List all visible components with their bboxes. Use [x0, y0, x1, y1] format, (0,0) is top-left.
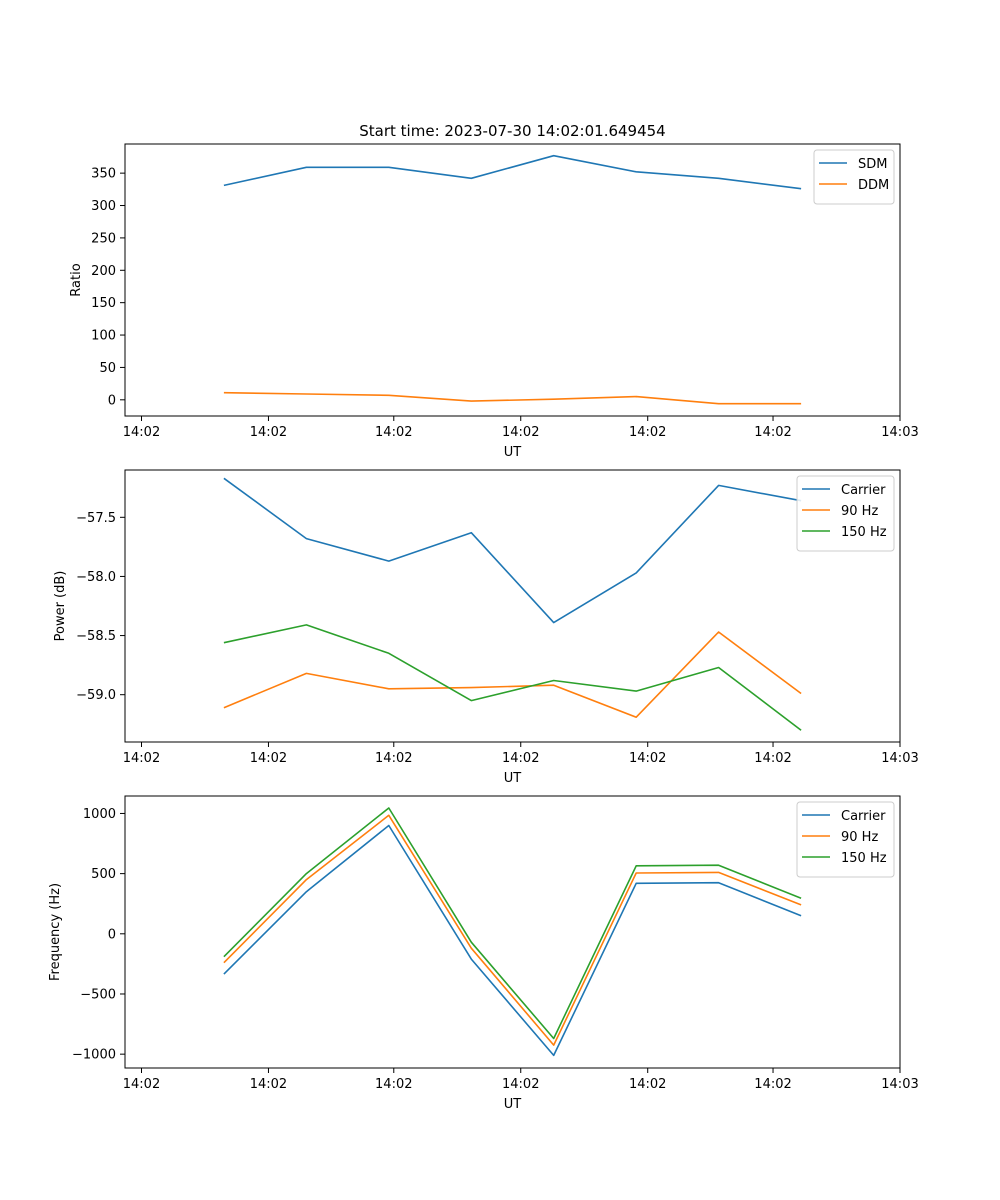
y-axis-label: Power (dB) [53, 571, 68, 642]
legend-label: Carrier [841, 809, 886, 824]
y-tick-label: −500 [80, 987, 116, 1002]
x-tick-label: 14:02 [123, 751, 160, 766]
y-tick-label: −58.5 [76, 629, 116, 644]
legend-label: 90 Hz [841, 830, 878, 845]
plot-frame [124, 143, 901, 417]
series-line-90-hz [223, 814, 802, 1046]
series-line-carrier [223, 477, 802, 624]
x-tick-label: 14:02 [250, 425, 287, 440]
x-tick-label: 14:02 [629, 425, 666, 440]
x-tick-label: 14:03 [881, 751, 918, 766]
legend-box [796, 475, 895, 552]
x-tick-label: 14:02 [502, 425, 539, 440]
figure-title: Start time: 2023-07-30 14:02:01.649454 [359, 122, 665, 140]
x-tick-label: 14:02 [502, 751, 539, 766]
y-tick-label: 0 [108, 393, 116, 408]
y-tick-label: −57.5 [76, 511, 116, 526]
y-tick-label: 150 [91, 296, 116, 311]
x-tick-label: 14:02 [754, 425, 791, 440]
legend-label: DDM [858, 178, 889, 193]
legend: Carrier 90 Hz 150 Hz [796, 475, 895, 552]
y-tick-label: 250 [91, 231, 116, 246]
y-tick-label: 0 [108, 927, 116, 942]
series-line-carrier [223, 824, 802, 1057]
y-tick-label: −1000 [72, 1048, 116, 1063]
y-tick-label: 300 [91, 199, 116, 214]
x-tick-label: 14:02 [123, 425, 160, 440]
legend-label: 150 Hz [841, 525, 887, 540]
legend-label: 90 Hz [841, 504, 878, 519]
x-tick-label: 14:02 [375, 751, 412, 766]
x-tick-label: 14:02 [754, 1077, 791, 1092]
series-line-150-hz [223, 807, 802, 1040]
plot-frame [124, 795, 901, 1069]
x-tick-label: 14:03 [881, 1077, 918, 1092]
x-axis-label: UT [504, 771, 522, 786]
y-tick-label: 500 [91, 867, 116, 882]
y-tick-label: 200 [91, 264, 116, 279]
y-tick-label: −58.0 [76, 570, 116, 585]
legend-label: 150 Hz [841, 851, 887, 866]
x-tick-label: 14:02 [123, 1077, 160, 1092]
x-axis-label: UT [504, 445, 522, 460]
x-tick-label: 14:02 [502, 1077, 539, 1092]
legend-box [796, 801, 895, 878]
legend: SDM DDM [813, 149, 895, 205]
series-line-ddm [223, 391, 802, 405]
x-axis-label: UT [504, 1097, 522, 1112]
series-line-sdm [223, 154, 802, 190]
x-tick-label: 14:02 [754, 751, 791, 766]
subplot-3: 14:02 14:02 14:02 14:02 14:02 14:02 14:03 −1000… [48, 795, 919, 1112]
legend-label: SDM [858, 157, 887, 172]
y-tick-label: 50 [99, 361, 116, 376]
y-axis-label: Ratio [69, 263, 84, 296]
series-line-90-hz [223, 631, 802, 719]
y-axis-label: Frequency (Hz) [48, 883, 63, 981]
x-tick-label: 14:02 [629, 1077, 666, 1092]
legend-label: Carrier [841, 483, 886, 498]
x-tick-label: 14:02 [629, 751, 666, 766]
y-tick-label: 1000 [83, 807, 116, 822]
y-tick-label: 100 [91, 329, 116, 344]
y-tick-label: 350 [91, 167, 116, 182]
x-tick-label: 14:03 [881, 425, 918, 440]
subplots: 14:02 14:02 14:02 14:02 14:02 14:02 14:03 0 50 10… [48, 143, 919, 1112]
x-tick-label: 14:02 [250, 1077, 287, 1092]
x-tick-label: 14:02 [250, 751, 287, 766]
x-tick-label: 14:02 [375, 425, 412, 440]
series-line-150-hz [223, 624, 802, 731]
x-tick-label: 14:02 [375, 1077, 412, 1092]
plot-frame [124, 469, 901, 743]
subplot-2: 14:02 14:02 14:02 14:02 14:02 14:02 14:03 −59.0… [53, 469, 919, 786]
legend: Carrier 90 Hz 150 Hz [796, 801, 895, 878]
subplot-1: 14:02 14:02 14:02 14:02 14:02 14:02 14:03 0 50 10… [69, 143, 919, 460]
y-tick-label: −59.0 [76, 688, 116, 703]
